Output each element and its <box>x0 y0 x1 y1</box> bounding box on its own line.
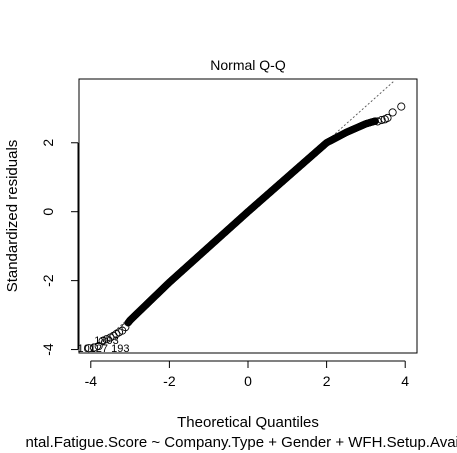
y-axis-label: Standardized residuals <box>4 140 21 293</box>
qq-point <box>397 102 406 111</box>
x-tick-label: 4 <box>401 373 409 389</box>
qq-point <box>94 342 103 351</box>
y-tick-label: 0 <box>40 208 56 216</box>
x-tick-label: -4 <box>85 373 98 389</box>
qq-point <box>121 323 130 332</box>
x-axis-label: Theoretical Quantiles <box>177 414 319 431</box>
y-tick-label: -2 <box>40 274 56 287</box>
qq-point <box>388 108 397 117</box>
x-tick-label: -2 <box>163 373 176 389</box>
y-tick-label: -4 <box>40 343 56 356</box>
point-label: 193 <box>111 343 129 355</box>
qq-point <box>84 344 93 353</box>
x-axis: -4 -2 0 2 4 <box>85 360 409 389</box>
point-label: 10127 <box>77 343 108 355</box>
qq-point <box>377 115 386 125</box>
y-tick-label: 2 <box>40 139 56 147</box>
x-tick-label: 0 <box>244 373 252 389</box>
point-label: 1803 <box>94 335 118 347</box>
y-axis: -4 -2 0 2 <box>40 139 79 356</box>
qq-point <box>383 113 392 122</box>
qq-point <box>89 343 98 352</box>
qq-points <box>84 102 406 353</box>
chart-title: Normal Q-Q <box>210 57 286 73</box>
qq-point <box>102 335 111 344</box>
x-tick-label: 2 <box>323 373 331 389</box>
qq-point <box>98 336 107 345</box>
plot-frame <box>78 78 418 354</box>
model-formula-subtitle: ntal.Fatigue.Score ~ Company.Type + Gend… <box>25 434 457 451</box>
